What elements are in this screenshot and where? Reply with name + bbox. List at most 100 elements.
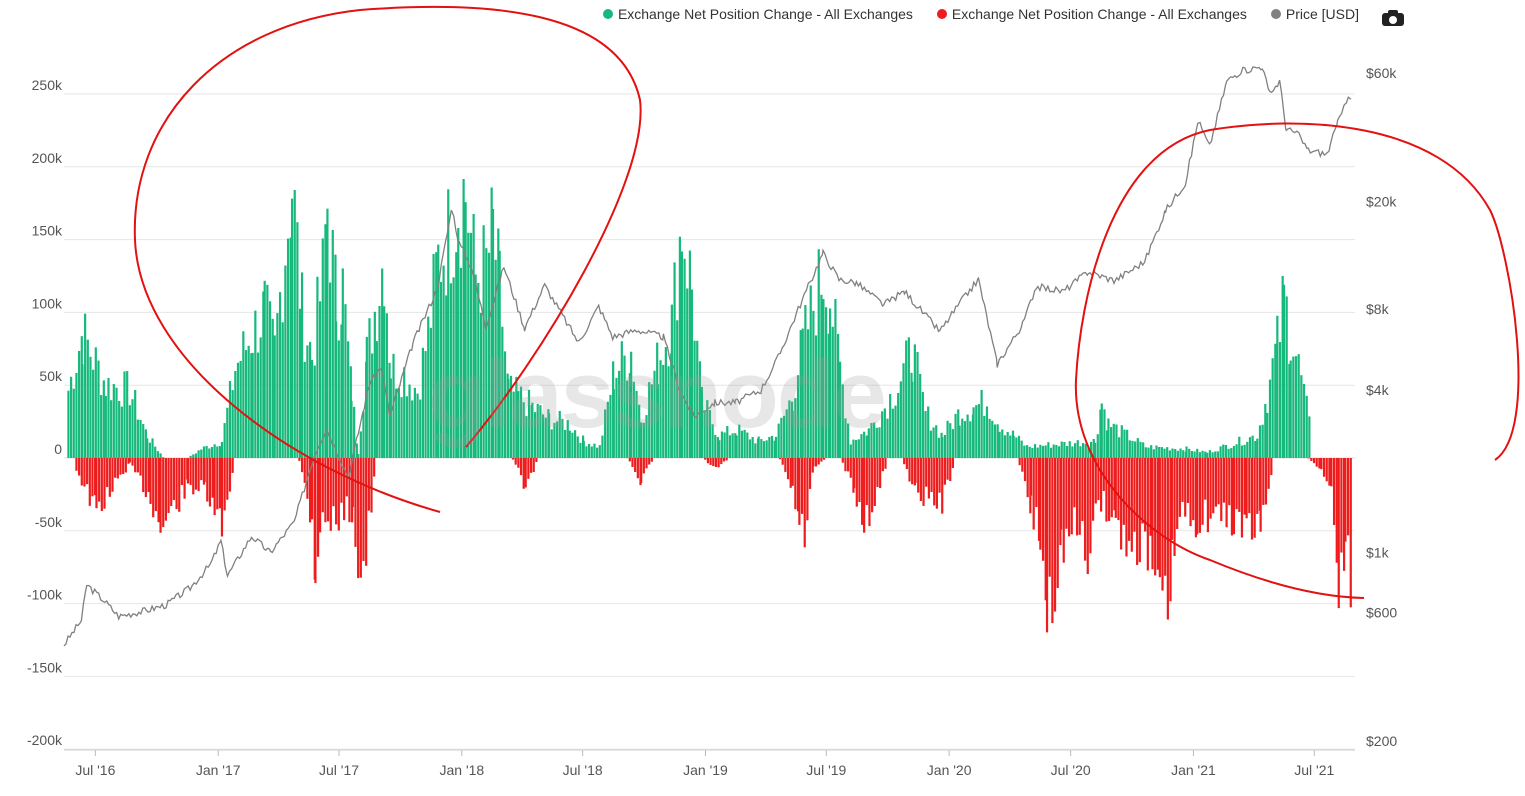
inflow-bar	[911, 381, 914, 458]
inflow-bar	[1288, 363, 1291, 458]
inflow-bar	[891, 408, 894, 458]
inflow-bar	[290, 198, 294, 458]
inflow-bar	[760, 439, 763, 458]
left-tick-label: 100k	[32, 295, 63, 311]
inflow-bar	[1238, 436, 1241, 458]
outflow-bar	[1198, 458, 1201, 533]
inflow-bar	[1134, 441, 1137, 458]
outflow-bar	[1021, 458, 1024, 472]
outflow-bar	[1212, 458, 1215, 514]
outflow-bar	[1156, 458, 1159, 570]
inflow-bar	[1142, 442, 1145, 458]
inflow-bar	[331, 229, 334, 458]
inflow-bar	[638, 404, 641, 458]
outflow-bar	[1225, 458, 1228, 528]
right-axis-ticks: $60k $20k $8k $4k $1k $600 $200	[1366, 65, 1397, 749]
inflow-bar	[1036, 447, 1039, 458]
inflow-bar	[104, 395, 107, 458]
outflow-bar	[1037, 458, 1041, 541]
outflow-bar	[1117, 458, 1120, 521]
inflow-bar	[1071, 446, 1074, 458]
outflow-bar	[1083, 458, 1087, 561]
outflow-bar	[122, 458, 125, 475]
outflow-bar	[868, 458, 871, 527]
inflow-bar	[703, 410, 706, 458]
inflow-bar	[247, 345, 250, 458]
outflow-bar	[80, 458, 83, 486]
camera-icon[interactable]	[1382, 9, 1404, 26]
outflow-bar	[1151, 458, 1154, 570]
inflow-bar	[424, 351, 427, 458]
inflow-bar	[497, 228, 500, 458]
outflow-bar	[1232, 458, 1236, 535]
outflow-bar	[650, 458, 653, 462]
inflow-bar	[768, 436, 771, 458]
outflow-bar	[1158, 458, 1161, 578]
outflow-bar	[519, 458, 523, 476]
inflow-bar	[550, 429, 553, 458]
inflow-bar	[276, 313, 279, 458]
inflow-bar	[259, 337, 262, 458]
inflow-bar	[1188, 448, 1191, 458]
outflow-bar	[106, 458, 109, 488]
inflow-bar	[457, 227, 460, 458]
inflow-bar	[820, 294, 823, 458]
inflow-bar	[159, 453, 162, 458]
inflow-bar	[355, 443, 358, 458]
inflow-bar	[777, 423, 780, 458]
outflow-bar	[131, 458, 134, 466]
inflow-bar	[897, 392, 900, 458]
inflow-bar	[107, 378, 110, 458]
outflow-bar	[712, 458, 715, 467]
outflow-bar	[367, 458, 370, 511]
inflow-bar	[78, 350, 81, 458]
outflow-bar	[1262, 458, 1265, 505]
inflow-bar	[774, 436, 778, 458]
outflow-bar	[147, 458, 150, 492]
inflow-bar	[359, 431, 362, 458]
inflow-bar	[1179, 448, 1182, 458]
inflow-bar	[1131, 440, 1134, 458]
outflow-bar	[1133, 458, 1136, 532]
outflow-bar	[1138, 458, 1141, 563]
outflow-bar	[152, 458, 155, 518]
outflow-bar	[925, 458, 928, 487]
inflow-bar	[714, 434, 717, 458]
legend-item-inflow[interactable]: Exchange Net Position Change - All Excha…	[602, 6, 913, 22]
inflow-bar	[1009, 435, 1012, 458]
inflow-bar	[439, 281, 443, 458]
outflow-bar	[1307, 458, 1310, 459]
inflow-bar	[1281, 275, 1284, 458]
inflow-bar	[373, 311, 376, 458]
outflow-bar	[1051, 458, 1054, 624]
legend-item-outflow[interactable]: Exchange Net Position Change - All Excha…	[936, 6, 1247, 22]
inflow-bar	[1039, 444, 1042, 458]
inflow-bar	[89, 356, 92, 458]
inflow-bar	[1254, 440, 1257, 458]
inflow-bar	[579, 442, 582, 458]
outflow-bar	[800, 458, 804, 514]
inflow-bar	[740, 430, 744, 458]
outflow-bar	[228, 458, 232, 492]
inflow-bar	[197, 450, 200, 458]
outflow-bar	[863, 458, 866, 533]
inflow-bar	[1025, 445, 1029, 458]
outflow-bar	[1337, 458, 1340, 609]
outflow-bar	[335, 458, 338, 525]
legend-item-price[interactable]: Price [USD]	[1270, 6, 1359, 22]
inflow-bar	[262, 291, 265, 458]
right-tick-label: $4k	[1366, 382, 1390, 398]
outflow-bar	[1310, 458, 1313, 462]
inflow-bar	[609, 394, 612, 458]
inflow-bar	[156, 451, 159, 458]
outflow-bar	[298, 458, 301, 461]
outflow-bar	[714, 458, 718, 467]
outflow-bar	[1217, 458, 1220, 505]
inflow-bar	[413, 387, 416, 458]
outflow-bar	[300, 458, 304, 473]
inflow-bar	[1055, 444, 1058, 458]
outflow-bar	[1184, 458, 1187, 517]
inflow-bar	[751, 437, 754, 458]
inflow-bar	[1251, 435, 1254, 458]
inflow-bar	[507, 379, 510, 458]
